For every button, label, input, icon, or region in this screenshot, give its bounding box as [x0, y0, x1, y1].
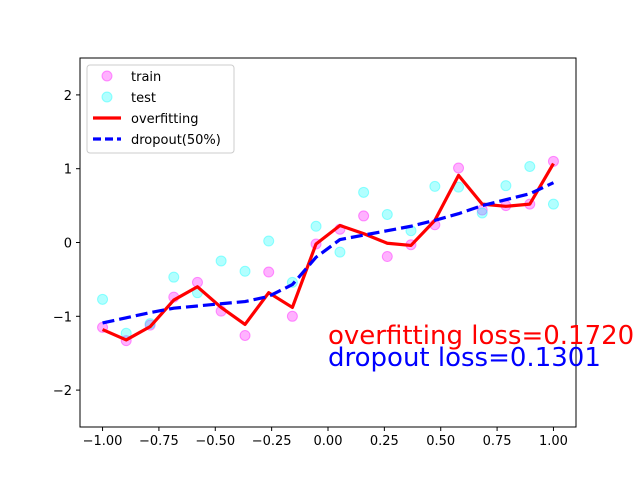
y-tick-label: 1	[64, 163, 72, 178]
axis-ticks: −1.00 −0.75 −0.50 −0.25 0.00 0.25 0.50 0.75 1.00…	[53, 89, 568, 449]
test-point	[500, 180, 512, 192]
legend: train test overfitting dropout(50%)	[86, 64, 235, 154]
train-point	[263, 266, 275, 278]
legend-label: dropout(50%)	[131, 133, 221, 148]
y-tick-label: −1	[53, 310, 72, 325]
y-tick-label: −2	[53, 384, 72, 399]
test-point	[97, 293, 109, 305]
x-tick-label: 0.25	[370, 434, 399, 449]
test-point	[358, 186, 370, 198]
loss-annotation: dropout loss=0.1301	[328, 343, 601, 373]
x-tick-label: −1.00	[83, 434, 123, 449]
dropout(50%)-line	[102, 181, 555, 325]
test-point	[263, 235, 275, 247]
test-point	[429, 180, 441, 192]
test-point	[239, 265, 251, 277]
train-point	[286, 310, 298, 322]
legend-label: overfitting	[131, 112, 198, 127]
test-point	[215, 255, 227, 267]
x-tick-label: 0.50	[426, 434, 455, 449]
overfitting-line	[101, 162, 555, 342]
x-tick-label: 0.75	[483, 434, 512, 449]
train-point	[358, 210, 370, 222]
x-tick-label: 1.00	[539, 434, 568, 449]
test-point	[547, 198, 559, 210]
loss-annotation: overfitting loss=0.1720	[328, 321, 634, 351]
test-point	[476, 207, 488, 219]
legend-box	[86, 64, 235, 154]
x-tick-label: −0.25	[252, 434, 292, 449]
legend-marker-test	[101, 91, 113, 103]
test-point	[310, 220, 322, 232]
plot-area	[97, 155, 559, 347]
y-tick-label: 0	[64, 237, 72, 252]
y-tick-label: 2	[64, 89, 72, 104]
test-point	[381, 208, 393, 220]
test-point	[334, 246, 346, 258]
x-tick-label: −0.50	[195, 434, 235, 449]
legend-marker-train	[101, 70, 113, 82]
legend-label: train	[131, 70, 161, 85]
test-point	[524, 160, 536, 172]
x-tick-label: 0.00	[314, 434, 343, 449]
train-point	[239, 329, 251, 341]
test-point	[168, 271, 180, 283]
x-tick-label: −0.75	[139, 434, 179, 449]
train-point	[453, 162, 465, 174]
legend-label: test	[131, 91, 156, 106]
train-point	[381, 251, 393, 263]
